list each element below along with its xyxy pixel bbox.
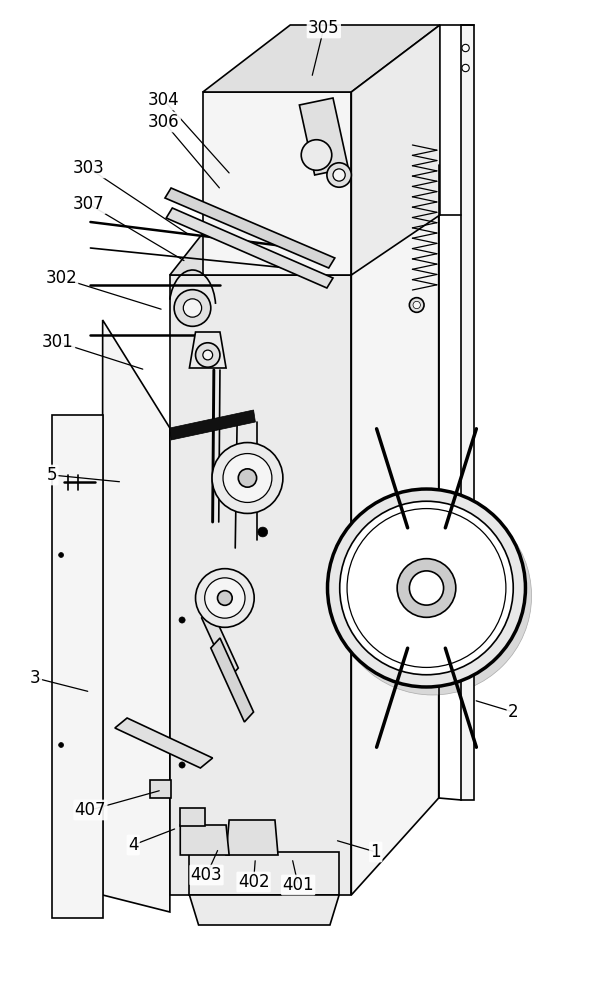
Circle shape: [179, 617, 185, 623]
Bar: [150, 780, 171, 798]
Circle shape: [413, 301, 420, 309]
Polygon shape: [211, 638, 254, 722]
Text: 303: 303: [73, 159, 104, 177]
Circle shape: [333, 169, 345, 181]
Text: 2: 2: [508, 703, 519, 721]
Polygon shape: [202, 608, 238, 678]
Text: 407: 407: [75, 801, 106, 819]
Circle shape: [334, 497, 532, 695]
Text: 401: 401: [282, 876, 314, 894]
Circle shape: [183, 299, 202, 317]
Circle shape: [327, 163, 351, 187]
Text: 306: 306: [148, 113, 180, 131]
Circle shape: [340, 501, 513, 675]
Circle shape: [397, 559, 456, 617]
Circle shape: [223, 454, 272, 502]
Polygon shape: [180, 825, 229, 855]
Text: 403: 403: [191, 866, 222, 884]
Circle shape: [409, 571, 444, 605]
Text: 304: 304: [148, 91, 180, 109]
Text: 3: 3: [30, 669, 41, 687]
Circle shape: [174, 290, 211, 326]
Polygon shape: [189, 852, 339, 895]
Polygon shape: [170, 275, 351, 895]
Text: 302: 302: [45, 269, 77, 287]
Circle shape: [59, 743, 64, 747]
Text: 4: 4: [128, 836, 139, 854]
Text: 5: 5: [46, 466, 57, 484]
Polygon shape: [351, 165, 439, 895]
Text: 301: 301: [42, 333, 74, 351]
Polygon shape: [189, 332, 226, 368]
Circle shape: [301, 140, 332, 170]
Circle shape: [203, 350, 213, 360]
Text: 1: 1: [370, 843, 381, 861]
Circle shape: [179, 762, 185, 768]
Text: 402: 402: [238, 873, 269, 891]
Bar: [180, 808, 205, 826]
Polygon shape: [351, 25, 440, 275]
Polygon shape: [115, 718, 213, 768]
Polygon shape: [103, 320, 170, 912]
Circle shape: [409, 298, 424, 312]
Circle shape: [218, 591, 232, 605]
Polygon shape: [166, 208, 333, 288]
Circle shape: [196, 343, 220, 367]
Circle shape: [205, 578, 245, 618]
Polygon shape: [165, 188, 335, 268]
Text: 305: 305: [308, 19, 340, 37]
Polygon shape: [203, 92, 351, 275]
Circle shape: [238, 469, 257, 487]
Circle shape: [59, 553, 64, 557]
Polygon shape: [203, 25, 440, 92]
Circle shape: [347, 509, 506, 667]
Polygon shape: [170, 410, 255, 440]
Circle shape: [258, 527, 268, 537]
Circle shape: [212, 443, 283, 513]
Circle shape: [462, 64, 469, 72]
Circle shape: [389, 527, 411, 549]
Circle shape: [196, 569, 254, 627]
Polygon shape: [189, 895, 339, 925]
Circle shape: [346, 509, 519, 683]
Polygon shape: [226, 820, 278, 855]
Polygon shape: [461, 25, 474, 800]
Text: 307: 307: [73, 195, 104, 213]
Circle shape: [327, 489, 525, 687]
Polygon shape: [170, 165, 439, 275]
Polygon shape: [299, 98, 348, 175]
Circle shape: [462, 44, 469, 52]
Polygon shape: [52, 415, 103, 918]
